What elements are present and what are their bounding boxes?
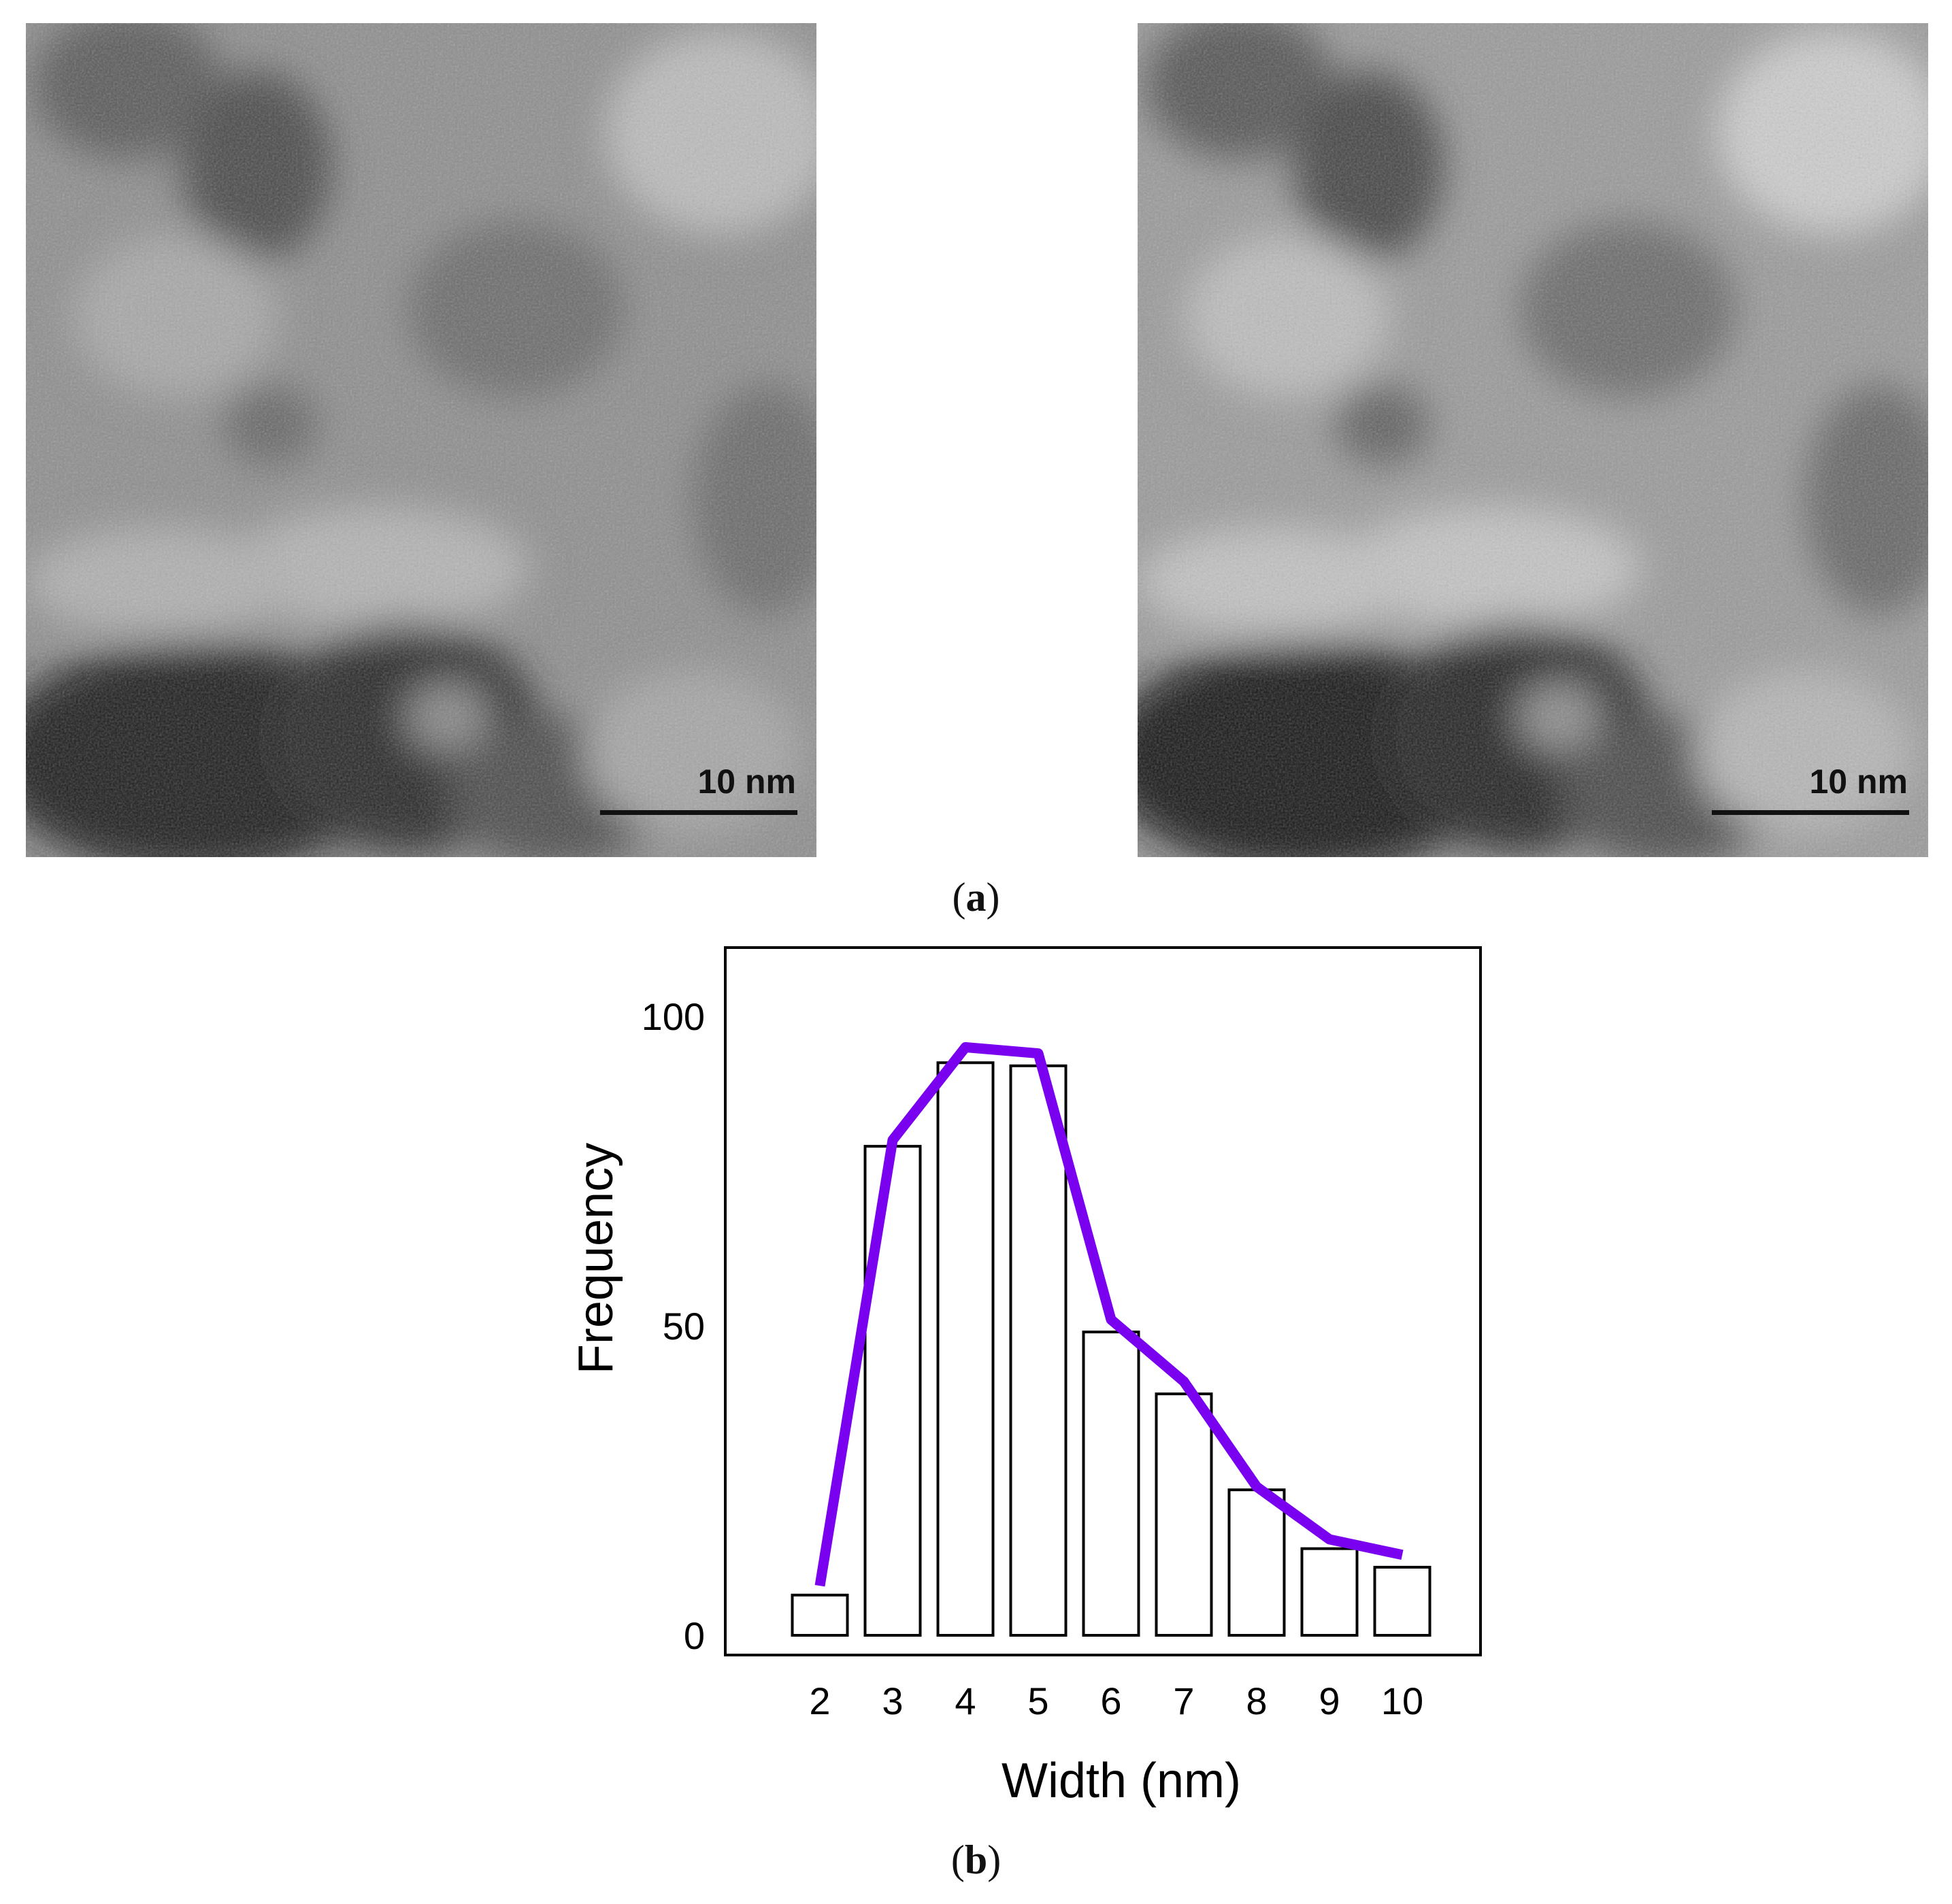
scale-bar-right — [1712, 810, 1909, 815]
caption-a-open: ( — [952, 875, 966, 920]
caption-b-open: ( — [950, 1837, 965, 1882]
bar-10 — [1373, 1565, 1432, 1637]
plot-frame — [724, 946, 1482, 1656]
bar-8 — [1227, 1488, 1286, 1637]
x-tick-label: 8 — [1246, 1680, 1267, 1722]
x-tick-label: 7 — [1173, 1680, 1194, 1722]
tem-image-left: 10 nm — [26, 23, 816, 857]
tem-image-right: 10 nm — [1138, 23, 1928, 857]
bar-3 — [863, 1145, 922, 1637]
caption-a-close: ) — [986, 875, 1000, 920]
distribution-curve — [814, 1042, 1404, 1587]
x-axis-label: Width (nm) — [1002, 1754, 1241, 1808]
scale-bar-left — [600, 810, 797, 815]
tem-texture-right — [1138, 23, 1928, 857]
y-tick-label: 50 — [663, 1305, 705, 1348]
x-tick-label: 10 — [1381, 1680, 1423, 1722]
x-tick-label: 9 — [1319, 1680, 1340, 1722]
caption-b-letter: b — [964, 1837, 988, 1882]
y-tick-label: 0 — [684, 1614, 705, 1657]
bar-9 — [1300, 1547, 1359, 1637]
x-tick-label: 5 — [1027, 1680, 1048, 1722]
caption-b-close: ) — [987, 1837, 1002, 1882]
tem-texture-left — [26, 23, 816, 857]
caption-a-letter: a — [965, 875, 987, 920]
bar-6 — [1082, 1331, 1140, 1637]
bar-4 — [936, 1061, 995, 1637]
caption-a: (a) — [0, 874, 1952, 921]
x-tick-label: 2 — [809, 1680, 830, 1722]
x-tick-label: 3 — [882, 1680, 903, 1722]
y-axis-label: Frequency — [569, 1143, 623, 1374]
scale-bar-label-right: 10 nm — [1809, 763, 1908, 801]
bar-2 — [791, 1593, 849, 1637]
bar-7 — [1155, 1392, 1213, 1637]
x-tick-label: 6 — [1100, 1680, 1121, 1722]
scale-bar-label-left: 10 nm — [697, 763, 796, 801]
caption-b: (b) — [0, 1837, 1952, 1884]
y-tick-label: 100 — [642, 995, 705, 1038]
bar-5 — [1009, 1064, 1068, 1637]
x-tick-label: 4 — [955, 1680, 976, 1722]
